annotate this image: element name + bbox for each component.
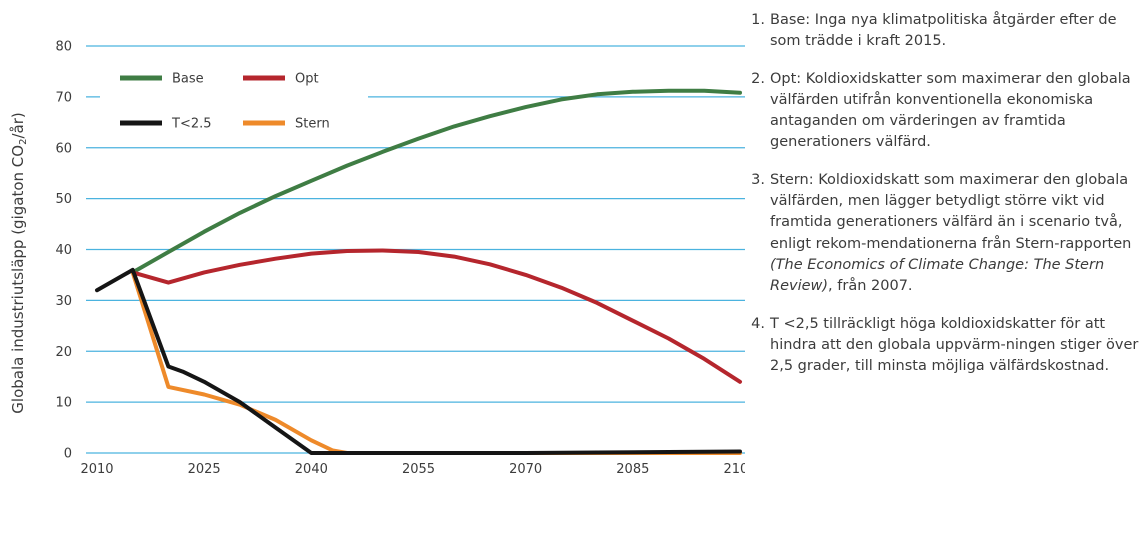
series-line-opt	[130, 248, 742, 384]
series-line-base	[130, 88, 742, 275]
note-number: 4.	[751, 315, 765, 332]
y-tick-label: 70	[55, 90, 72, 105]
note-text-wrapper: Stern: Koldioxidskatt som maximerar den …	[767, 170, 1145, 298]
note-citation: (The Economics of Climate Change: The St…	[770, 256, 1105, 295]
note-1: 1. Base: Inga nya klimatpolitiska åtgärd…	[745, 10, 1145, 53]
note-4: 4. T <2,5 tillräckligt höga koldioxidska…	[745, 314, 1145, 378]
series-line-t25	[95, 267, 742, 455]
y-axis-label: Globala industriutsläpp (gigaton CO2/år)	[9, 112, 29, 413]
note-text: Stern: Koldioxidskatt som maximerar den …	[770, 171, 1132, 252]
note-number: 1.	[751, 12, 765, 28]
series-lines	[95, 88, 742, 455]
y-tick-label: 50	[55, 192, 72, 207]
x-tick-label: 2055	[402, 462, 435, 477]
y-tick-labels: 0 10 20 30 40 50 60 70 80	[55, 40, 72, 462]
legend-label: Stern	[295, 117, 330, 132]
x-tick-label: 2025	[188, 462, 221, 477]
legend: Base Opt T<2.5 Stern	[120, 72, 330, 132]
note-text: T <2,5 tillräckligt höga koldioxidskatte…	[770, 315, 1139, 375]
note-number: 2.	[751, 70, 765, 87]
y-tick-label: 10	[55, 396, 72, 411]
x-tick-label: 2100	[723, 462, 745, 477]
y-tick-label: 0	[64, 447, 72, 462]
note-3: 3. Stern: Koldioxidskatt som maximerar d…	[745, 170, 1145, 298]
legend-label: Opt	[295, 72, 319, 87]
legend-label: Base	[172, 72, 204, 87]
series-line-stern	[130, 270, 742, 455]
x-tick-label: 2010	[80, 462, 113, 477]
note-number: 3.	[751, 171, 765, 188]
legend-label: T<2.5	[171, 117, 212, 132]
y-tick-label: 20	[55, 345, 72, 360]
y-tick-label: 40	[55, 243, 72, 258]
note-text: Opt: Koldioxidskatter som maximerar den …	[770, 70, 1131, 151]
y-tick-label: 60	[55, 141, 72, 156]
x-tick-labels: 2010 2025 2040 2055 2070 2085 2100	[80, 462, 745, 477]
x-tick-label: 2070	[509, 462, 542, 477]
scenario-notes: 1. Base: Inga nya klimatpolitiska åtgärd…	[745, 10, 1145, 393]
note-text: Base: Inga nya klimatpolitiska åtgärder …	[770, 12, 1117, 50]
x-tick-label: 2040	[295, 462, 328, 477]
y-tick-label: 30	[55, 294, 72, 309]
x-tick-label: 2085	[616, 462, 649, 477]
note-tail: , från 2007.	[828, 278, 913, 295]
y-tick-label: 80	[55, 40, 72, 55]
note-2: 2. Opt: Koldioxidskatter som maximerar d…	[745, 69, 1145, 154]
